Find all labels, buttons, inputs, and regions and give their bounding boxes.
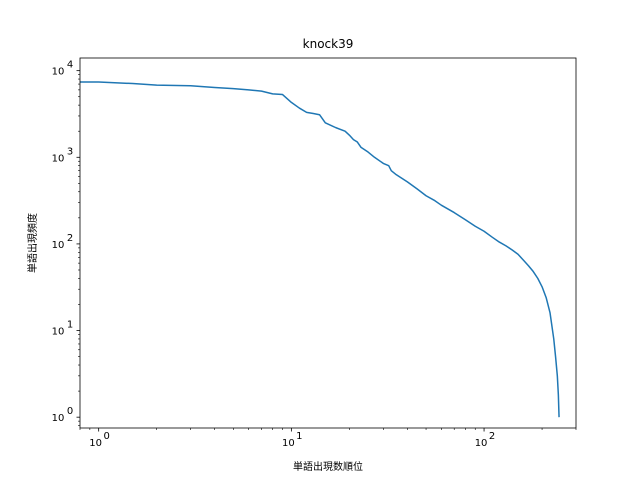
x-tick-exponent: 0 [103, 431, 109, 442]
y-tick-label: 10 [52, 327, 65, 338]
series-line-0 [80, 81, 560, 418]
plot-frame [79, 57, 577, 429]
x-axis-label: 単語出現数順位 [293, 460, 363, 473]
y-tick-exponent: 4 [67, 60, 73, 71]
x-tick-exponent: 1 [296, 431, 302, 442]
y-tick-label: 10 [52, 240, 65, 251]
x-tick-label: 10 [282, 438, 295, 449]
x-tick-label: 10 [89, 438, 102, 449]
y-tick-label: 10 [52, 67, 65, 78]
y-tick-exponent: 3 [67, 146, 73, 157]
y-tick-label: 10 [52, 413, 65, 424]
chart-title: knock39 [303, 37, 354, 51]
y-tick-exponent: 1 [67, 320, 73, 331]
y-axis-label: 単語出現頻度 [26, 213, 39, 273]
y-tick-exponent: 0 [67, 406, 73, 417]
y-tick-label: 10 [52, 153, 65, 164]
x-tick-exponent: 2 [489, 431, 495, 442]
y-tick-exponent: 2 [67, 233, 73, 244]
series-layer [80, 81, 560, 418]
plot-area [80, 58, 576, 428]
x-tick-label: 10 [475, 438, 488, 449]
